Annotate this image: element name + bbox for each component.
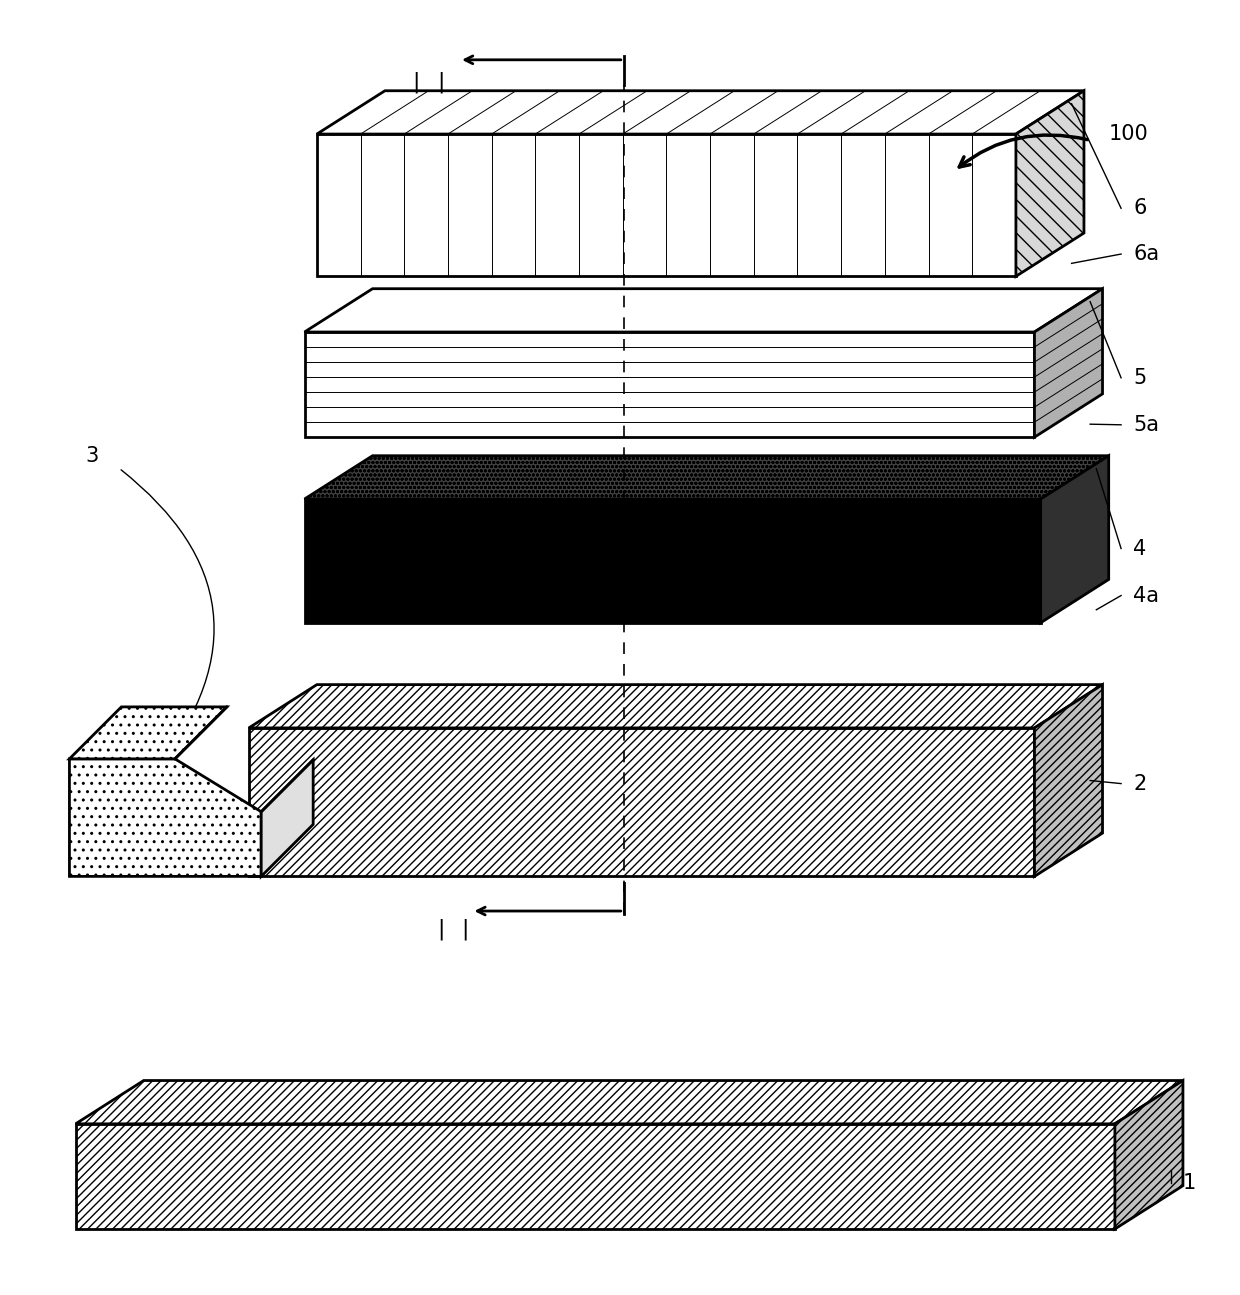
Polygon shape	[69, 707, 227, 759]
Text: |: |	[434, 919, 448, 940]
Polygon shape	[76, 1080, 1183, 1124]
Polygon shape	[1034, 289, 1102, 438]
Text: 6a: 6a	[1133, 243, 1159, 264]
Polygon shape	[1040, 456, 1109, 623]
Polygon shape	[305, 456, 1109, 499]
Text: |: |	[409, 71, 423, 93]
Polygon shape	[1016, 91, 1084, 276]
Text: 3: 3	[86, 445, 99, 466]
Polygon shape	[249, 728, 1034, 877]
Polygon shape	[69, 759, 262, 877]
Polygon shape	[1034, 685, 1102, 877]
Text: 5a: 5a	[1133, 414, 1159, 435]
Text: 1: 1	[1183, 1173, 1197, 1193]
Polygon shape	[317, 135, 1016, 276]
Text: 4a: 4a	[1133, 585, 1159, 606]
Polygon shape	[1115, 1080, 1183, 1229]
Polygon shape	[317, 91, 1084, 135]
Polygon shape	[249, 685, 1102, 728]
Polygon shape	[305, 332, 1034, 438]
Text: |: |	[459, 919, 472, 940]
Text: 6: 6	[1133, 198, 1147, 219]
Text: 5: 5	[1133, 368, 1147, 387]
Polygon shape	[262, 760, 314, 877]
Polygon shape	[305, 289, 1102, 332]
Text: |: |	[434, 71, 448, 93]
Text: 2: 2	[1133, 773, 1147, 794]
Polygon shape	[76, 1124, 1115, 1229]
Text: 100: 100	[1109, 124, 1148, 144]
Text: 4: 4	[1133, 539, 1147, 558]
Polygon shape	[305, 499, 1040, 623]
